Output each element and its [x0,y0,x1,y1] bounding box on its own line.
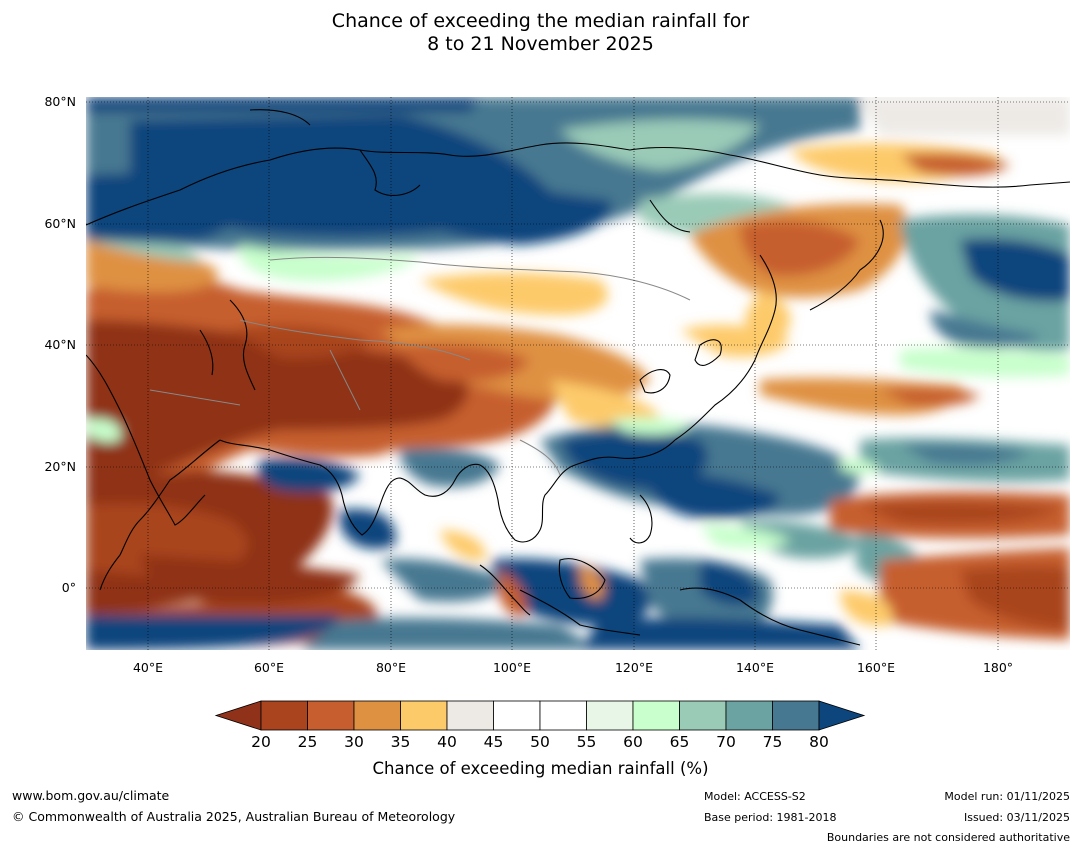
colorbar-tick-45: 45 [483,733,504,751]
coastlines [86,109,1070,646]
footer-copyright: © Commonwealth of Australia 2025, Austra… [12,809,456,824]
colorbar-tick-70: 70 [716,733,736,751]
colorbar-cell-45-50 [493,700,541,731]
colorbar-over-arrow [818,700,866,731]
colorbar-tick-40: 40 [437,733,457,751]
lat-label-equator: 0° [61,580,76,595]
colorbar-cells [260,700,820,731]
colorbar-tick-25: 25 [297,733,318,751]
colorbar-cell-20-25 [260,700,308,731]
colorbar-title: Chance of exceeding median rainfall (%) [372,759,709,778]
lon-label-160e: 160°E [856,660,895,675]
colorbar-tick-50: 50 [530,733,550,751]
lat-label-80n: 80°N [44,94,76,109]
footer-model-run: Model run: 01/11/2025 [944,790,1070,803]
footer-disclaimer: Boundaries are not considered authoritat… [826,831,1070,844]
graticule [86,97,1070,650]
colorbar-tick-35: 35 [390,733,411,751]
footer-model: Model: ACCESS-S2 [704,790,806,803]
colorbar-under-arrow [214,700,262,731]
lon-label-120e: 120°E [614,660,653,675]
colorbar-tick-65: 65 [669,733,690,751]
colorbar-tick-55: 55 [576,733,597,751]
colorbar-cell-75-80 [772,700,820,731]
colorbar-cell-25-30 [307,700,355,731]
colorbar-cell-65-70 [679,700,727,731]
colorbar-tick-20: 20 [251,733,271,751]
colorbar-tick-75: 75 [762,733,783,751]
colorbar-cell-40-45 [446,700,494,731]
chart-title-line2: 8 to 21 November 2025 [427,33,654,55]
colorbar-tick-80: 80 [809,733,829,751]
colorbar-tick-30: 30 [344,733,364,751]
colorbar-cell-50-55 [539,700,587,731]
country-boundaries [149,256,691,476]
lat-label-40n: 40°N [44,337,76,352]
colorbar-cell-60-65 [632,700,680,731]
footer-website-link[interactable]: www.bom.gov.au/climate [12,788,170,803]
footer-issued: Issued: 03/11/2025 [963,811,1070,824]
colorbar-cell-70-75 [725,700,773,731]
lon-label-40e: 40°E [132,660,164,675]
colorbar-cell-55-60 [586,700,634,731]
lon-label-180: 180° [982,660,1014,675]
colorbar-tick-60: 60 [623,733,643,751]
footer-base-period: Base period: 1981-2018 [704,811,837,824]
lon-label-100e: 100°E [492,660,531,675]
colorbar-cell-30-35 [353,700,401,731]
lat-label-20n: 20°N [44,459,76,474]
chart-title-line1: Chance of exceeding the median rainfall … [331,10,750,32]
lon-label-60e: 60°E [253,660,285,675]
lat-label-60n: 60°N [44,216,76,231]
colorbar-cell-35-40 [400,700,448,731]
rainfall-field [86,97,1070,650]
lon-label-80e: 80°E [375,660,407,675]
lon-label-140e: 140°E [735,660,774,675]
